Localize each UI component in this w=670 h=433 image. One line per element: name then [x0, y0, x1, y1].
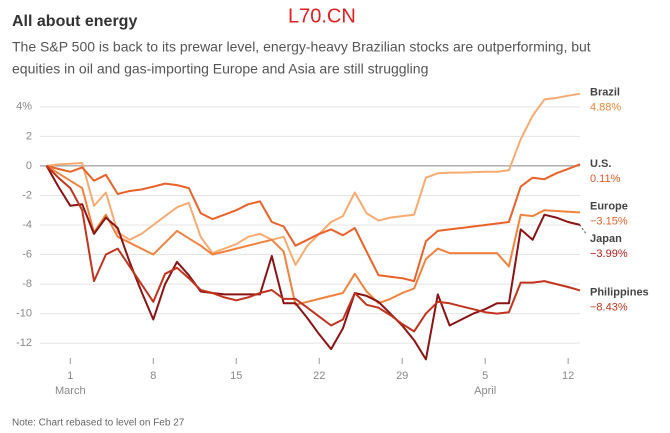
legend-label: Japan — [590, 233, 622, 245]
note: Note: Chart rebased to level on Feb 27 — [12, 418, 185, 429]
series-line — [46, 163, 581, 283]
legend-label: Brazil — [590, 87, 620, 99]
chart-title: All about energy — [12, 13, 137, 30]
x-tick-label: 22 — [313, 370, 325, 382]
legend-label: Europe — [590, 200, 628, 212]
y-tick-label: 0 — [26, 160, 32, 172]
x-tick-label: 5 — [482, 370, 488, 382]
end-label: −3.99% — [590, 248, 628, 260]
y-tick-label: -4 — [22, 219, 32, 231]
legend-label: Philippines — [590, 286, 649, 298]
y-tick-label: -6 — [22, 248, 32, 260]
y-tick-label: -12 — [16, 337, 32, 349]
series-line — [46, 165, 581, 306]
y-tick-label: 4% — [16, 101, 32, 113]
y-tick-label: -10 — [16, 308, 32, 320]
y-tick-label: -8 — [22, 278, 32, 290]
series-line — [46, 92, 581, 266]
subtitle: equities in oil and gas-importing Europe… — [12, 61, 428, 77]
x-tick-label: 12 — [562, 370, 574, 382]
x-tick-label: 1 — [67, 370, 73, 382]
month-label: March — [55, 385, 86, 397]
y-tick-label: 2 — [26, 130, 32, 142]
month-label: April — [474, 385, 496, 397]
legend-label: U.S. — [590, 158, 611, 170]
watermark: L70.CN — [288, 5, 356, 27]
series-line — [45, 165, 581, 333]
x-tick-label: 8 — [150, 370, 156, 382]
x-tick-label: 29 — [396, 370, 408, 382]
end-label: −8.43% — [590, 301, 628, 313]
end-label: 0.11% — [590, 173, 621, 185]
y-tick-label: -2 — [22, 189, 32, 201]
leader-line — [579, 224, 587, 235]
subtitle: The S&P 500 is back to its prewar level,… — [12, 39, 591, 55]
end-label: −3.15% — [590, 215, 628, 227]
end-label: 4.88% — [590, 102, 621, 114]
x-tick-label: 15 — [230, 370, 242, 382]
